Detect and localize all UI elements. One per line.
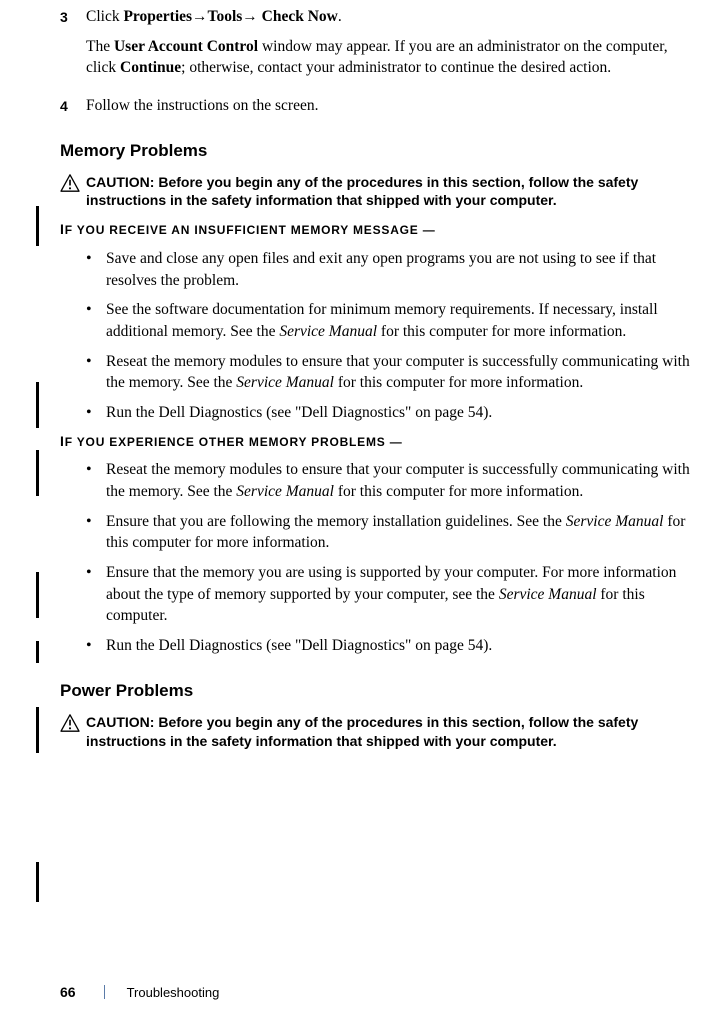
caution-text: CAUTION: Before you begin any of the pro… (86, 713, 690, 751)
list-item: Ensure that you are following the memory… (86, 511, 690, 554)
doc-title: Service Manual (499, 586, 597, 603)
body-text: Ensure that you are following the memory… (106, 513, 566, 530)
body-text: for this computer for more information. (334, 483, 583, 500)
doc-title: Service Manual (566, 513, 664, 530)
caution-block: CAUTION: Before you begin any of the pro… (60, 173, 690, 211)
body-text: Run the Dell Diagnostics (see "Dell Diag… (106, 637, 492, 654)
heading-rest: F YOU RECEIVE AN INSUFFICIENT MEMORY MES… (65, 223, 436, 237)
change-bar (36, 641, 39, 663)
step-3: 3 Click Properties→Tools→ Check Now. (60, 6, 690, 28)
page-content: 3 Click Properties→Tools→ Check Now. The… (60, 6, 690, 750)
change-bar (36, 862, 39, 902)
other-memory-problems-heading: IF YOU EXPERIENCE OTHER MEMORY PROBLEMS … (60, 432, 690, 452)
page-number: 66 (60, 984, 76, 1000)
step-number: 4 (60, 95, 86, 117)
change-bar (36, 450, 39, 496)
list-item: Run the Dell Diagnostics (see "Dell Diag… (86, 635, 690, 657)
bullet-list: Reseat the memory modules to ensure that… (86, 459, 690, 657)
step-4: 4 Follow the instructions on the screen. (60, 95, 690, 117)
step-number: 3 (60, 6, 86, 28)
doc-title: Service Manual (236, 483, 334, 500)
doc-title: Service Manual (279, 323, 377, 340)
list-item: Reseat the memory modules to ensure that… (86, 459, 690, 502)
page-footer: 66 Troubleshooting (60, 984, 219, 1000)
body-text: Save and close any open files and exit a… (106, 250, 656, 289)
list-item: Save and close any open files and exit a… (86, 248, 690, 291)
bullet-list: Save and close any open files and exit a… (86, 248, 690, 424)
list-item: Run the Dell Diagnostics (see "Dell Diag… (86, 402, 690, 424)
list-item: Ensure that the memory you are using is … (86, 562, 690, 627)
caution-text: CAUTION: Before you begin any of the pro… (86, 173, 690, 211)
change-bar (36, 707, 39, 753)
change-bar (36, 206, 39, 246)
caution-label: CAUTION: (86, 174, 158, 190)
footer-divider (104, 985, 105, 999)
step-body: Follow the instructions on the screen. (86, 95, 690, 117)
button-name: Continue (120, 59, 181, 76)
caution-block: CAUTION: Before you begin any of the pro… (60, 713, 690, 751)
body-text: Run the Dell Diagnostics (see "Dell Diag… (106, 404, 492, 421)
body-text: for this computer for more information. (334, 374, 583, 391)
body-text: ; otherwise, contact your administrator … (181, 59, 611, 76)
change-bar (36, 572, 39, 618)
change-bar (36, 382, 39, 428)
caution-body: Before you begin any of the procedures i… (86, 174, 638, 209)
heading-rest: F YOU EXPERIENCE OTHER MEMORY PROBLEMS — (65, 435, 403, 449)
power-problems-heading: Power Problems (60, 679, 690, 703)
menu-path: Properties→Tools→ Check Now (123, 8, 337, 25)
step-body: Click Properties→Tools→ Check Now. (86, 6, 690, 28)
window-name: User Account Control (114, 38, 258, 55)
body-text: for this computer for more information. (377, 323, 626, 340)
memory-problems-heading: Memory Problems (60, 139, 690, 163)
list-item: See the software documentation for minim… (86, 299, 690, 342)
footer-section: Troubleshooting (127, 985, 220, 1000)
caution-label: CAUTION: (86, 714, 158, 730)
doc-title: Service Manual (236, 374, 334, 391)
insufficient-memory-heading: IF YOU RECEIVE AN INSUFFICIENT MEMORY ME… (60, 220, 690, 240)
step-3-explanation: The User Account Control window may appe… (86, 36, 690, 79)
list-item: Reseat the memory modules to ensure that… (86, 351, 690, 394)
body-text: The (86, 38, 114, 55)
caution-icon (60, 173, 86, 199)
step-text: Click (86, 8, 123, 25)
caution-icon (60, 713, 86, 739)
caution-body: Before you begin any of the procedures i… (86, 714, 638, 749)
step-text: . (338, 8, 342, 25)
